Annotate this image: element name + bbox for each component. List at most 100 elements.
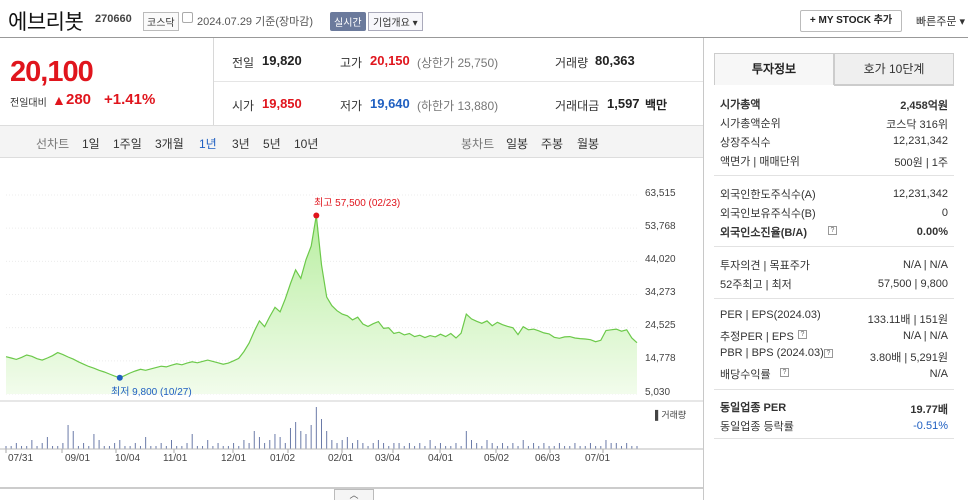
compare-label: 전일대비	[10, 98, 47, 109]
info-label: 시가총액	[720, 99, 761, 111]
x-tick: 01/02	[270, 453, 296, 464]
y-tick: 63,515	[645, 188, 676, 199]
x-tick: 11/01	[163, 453, 188, 464]
stock-name: 에브리봇	[8, 11, 84, 34]
info-value: 12,231,342	[892, 135, 948, 147]
lower-limit: (하한가 13,880)	[417, 99, 499, 113]
info-value: N/A | N/A	[902, 259, 948, 271]
industry-per-value: 19.77배	[910, 404, 948, 416]
info-label: PBR | BPS (2024.03)	[720, 347, 824, 359]
candle-monthly[interactable]: 월봉	[577, 137, 600, 151]
chevron-up-icon[interactable]: ︿	[334, 489, 374, 500]
info-label: 배당수익률	[720, 369, 771, 381]
info-label: 외국인소진율(B/A)	[720, 227, 807, 239]
y-tick: 53,768	[645, 221, 676, 232]
info-value: 133.11배 | 151원	[867, 314, 948, 326]
y-tick: 5,030	[645, 387, 671, 398]
candle-daily[interactable]: 일봉	[506, 137, 529, 151]
price-change: 280	[66, 91, 92, 108]
prev-close-value: 19,820	[262, 53, 302, 68]
x-tick: 10/04	[115, 453, 141, 464]
open-value: 19,850	[262, 96, 302, 111]
high-label: 고가	[340, 56, 363, 70]
x-tick: 02/01	[328, 453, 354, 464]
open-label: 시가	[232, 99, 255, 113]
x-tick: 05/02	[484, 453, 510, 464]
amount-value: 1,597	[607, 96, 640, 111]
tab-order-book[interactable]: 호가 10단계	[834, 53, 954, 85]
help-icon[interactable]: ?	[780, 368, 789, 377]
info-value: 3.80배 | 5,291원	[869, 352, 948, 364]
info-value: 57,500 | 9,800	[877, 278, 948, 290]
info-label: 추정PER | EPS	[720, 331, 794, 343]
low-marker	[116, 374, 123, 381]
info-value: 12,231,342	[892, 188, 948, 200]
add-mystock-button[interactable]: + MY STOCK 추가	[800, 10, 902, 32]
price-change-rate: +1.41%	[104, 91, 156, 108]
market-badge: 코스닥	[143, 12, 179, 31]
x-tick: 07/31	[8, 453, 34, 464]
info-label: 외국인보유주식수(B)	[720, 208, 816, 220]
high-marker	[313, 212, 320, 219]
y-tick: 24,525	[645, 320, 676, 331]
industry-change-label[interactable]: 동일업종 등락률	[720, 421, 794, 433]
x-tick: 04/01	[428, 453, 454, 464]
info-label: 투자의견 | 목표주가	[720, 260, 810, 272]
industry-change-value: -0.51%	[913, 420, 948, 432]
calendar-icon	[182, 12, 193, 23]
info-label: 액면가 | 매매단위	[720, 156, 800, 168]
info-value: 2,458억원	[900, 100, 948, 112]
price-area	[6, 215, 637, 394]
info-label: 외국인한도주식수(A)	[720, 189, 816, 201]
upper-limit: (상한가 25,750)	[417, 56, 499, 70]
x-tick: 03/04	[375, 453, 401, 464]
industry-per-label[interactable]: 동일업종 PER	[720, 402, 787, 414]
period-5y[interactable]: 5년	[263, 137, 281, 151]
x-tick: 07/01	[585, 453, 611, 464]
price-chart[interactable]	[0, 158, 704, 490]
y-tick: 44,020	[645, 254, 676, 265]
volume-label: 거래량	[555, 56, 589, 70]
x-tick: 09/01	[65, 453, 91, 464]
company-overview-dropdown[interactable]: 기업개요 ▾	[368, 12, 423, 31]
current-price: 20,100	[10, 56, 94, 88]
period-bar: 선차트 1일 1주일 3개월 1년 3년 5년 10년 봉차트 일봉 주봉 월봉	[0, 125, 703, 158]
base-date: 2024.07.29 기준(장마감)	[197, 16, 314, 28]
volume-value: 80,363	[595, 53, 635, 68]
period-3y[interactable]: 3년	[232, 137, 250, 151]
realtime-button[interactable]: 실시간	[330, 12, 366, 31]
x-tick: 12/01	[221, 453, 247, 464]
low-label: 저가	[340, 99, 363, 113]
high-value: 20,150	[370, 53, 410, 68]
amount-label: 거래대금	[555, 99, 600, 113]
period-1w[interactable]: 1주일	[113, 137, 142, 151]
period-10y[interactable]: 10년	[294, 137, 319, 151]
info-value: 0.00%	[916, 226, 948, 238]
period-1d[interactable]: 1일	[82, 137, 100, 151]
info-label: 시가총액순위	[720, 118, 781, 130]
x-tick: 06/03	[535, 453, 561, 464]
help-icon[interactable]: ?	[824, 349, 833, 358]
info-value: 0	[941, 207, 948, 219]
amount-unit: 백만	[645, 98, 668, 112]
low-annotation: 최저 9,800 (10/27)	[111, 387, 192, 398]
high-annotation: 최고 57,500 (02/23)	[314, 198, 401, 209]
prev-close-label: 전일	[232, 56, 255, 70]
period-1y[interactable]: 1년	[199, 137, 217, 151]
info-value: 코스닥 316위	[886, 119, 948, 131]
low-value: 19,640	[370, 96, 410, 111]
y-tick: 14,778	[645, 353, 676, 364]
info-label: 52주최고 | 최저	[720, 279, 792, 291]
help-icon[interactable]: ?	[828, 226, 837, 235]
quick-order-dropdown[interactable]: 빠른주문 ▾	[916, 16, 966, 28]
period-3m[interactable]: 3개월	[155, 137, 184, 151]
candle-weekly[interactable]: 주봉	[541, 137, 564, 151]
line-chart-label: 선차트	[36, 137, 70, 151]
help-icon[interactable]: ?	[798, 330, 807, 339]
up-arrow-icon: ▲	[52, 92, 66, 108]
stock-code: 270660	[95, 13, 132, 25]
info-value: 500원 | 1주	[894, 157, 948, 169]
candle-chart-label: 봉차트	[461, 137, 495, 151]
price-line	[5, 215, 638, 379]
tab-invest-info[interactable]: 투자정보	[714, 53, 834, 85]
